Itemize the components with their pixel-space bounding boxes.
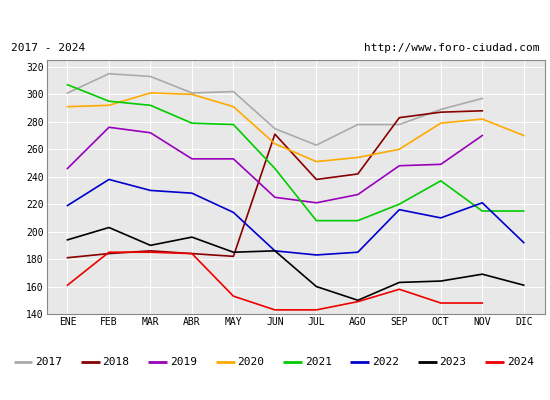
Text: 2020: 2020 — [237, 357, 264, 367]
Text: 2017 - 2024: 2017 - 2024 — [11, 43, 85, 53]
Text: 2021: 2021 — [305, 357, 332, 367]
Text: 2018: 2018 — [102, 357, 129, 367]
Text: 2024: 2024 — [507, 357, 534, 367]
Text: 2017: 2017 — [35, 357, 62, 367]
Text: 2022: 2022 — [372, 357, 399, 367]
Text: 2023: 2023 — [439, 357, 466, 367]
Text: 2019: 2019 — [170, 357, 197, 367]
Text: http://www.foro-ciudad.com: http://www.foro-ciudad.com — [364, 43, 539, 53]
Text: Evolucion del paro registrado en Alcuéscar: Evolucion del paro registrado en Alcuésc… — [111, 12, 439, 28]
